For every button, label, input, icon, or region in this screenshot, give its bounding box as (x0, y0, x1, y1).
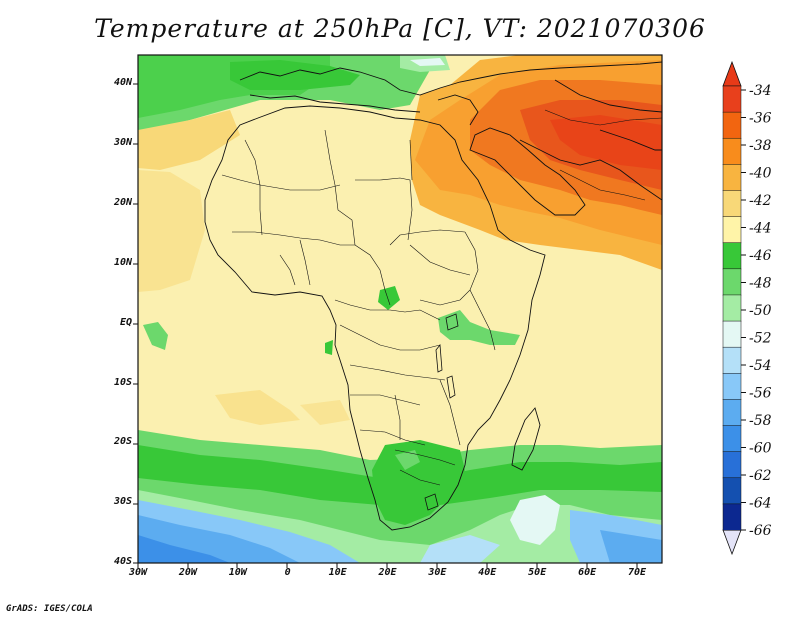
colorbar-label: -60 (749, 441, 772, 457)
x-tick-label: 30E (428, 567, 447, 578)
coastlines (204, 61, 662, 531)
colorbar: -34 -36 -38 -40 -42 -44 -46 -48 -50 -52 -54 -56 -58 -… (722, 60, 772, 556)
colorbar-label: -38 (749, 138, 772, 154)
colorbar-top-arrow (722, 60, 742, 87)
colorbar-swatch (722, 164, 742, 192)
x-tick-label: 10E (328, 567, 347, 578)
colorbar-label: -52 (749, 331, 772, 347)
x-tick-label: 20W (178, 567, 197, 578)
colorbar-swatch (722, 503, 742, 531)
colorbar-label: -42 (749, 193, 772, 209)
colorbar-swatch (722, 399, 742, 427)
colorbar-swatch (722, 346, 742, 374)
colorbar-label: -64 (749, 496, 772, 512)
x-tick-label: 30W (128, 567, 148, 578)
colorbar-swatch (722, 294, 742, 322)
country-borders (221, 109, 662, 486)
colorbar-label: -44 (749, 221, 772, 237)
y-tick-label: 20S (113, 436, 132, 448)
colorbar-swatch (722, 451, 742, 479)
y-tick-label: 20N (113, 196, 132, 208)
colorbar-label: -58 (749, 413, 772, 429)
colorbar-swatch (722, 85, 742, 113)
colorbar-label: -34 (749, 83, 772, 99)
y-tick-label: EQ (119, 316, 132, 328)
x-tick-label: 0 (284, 567, 291, 578)
colorbar-label: -50 (749, 303, 772, 319)
x-tick-label: 10W (228, 567, 247, 578)
y-tick-label: 10N (113, 256, 132, 268)
axis-ticks (133, 83, 638, 568)
x-tick-label: 40E (478, 567, 497, 578)
colorbar-swatch (722, 320, 742, 348)
y-tick-label: 40N (113, 77, 132, 88)
colorbar-label: -36 (749, 111, 772, 127)
lakes (424, 313, 459, 511)
y-tick-label: 30S (113, 496, 132, 508)
colorbar-label: -40 (749, 166, 772, 182)
y-tick-label: 30N (113, 136, 132, 148)
colorbar-swatch (722, 425, 742, 453)
x-tick-label: 20E (378, 567, 397, 578)
colorbar-swatch (722, 111, 742, 139)
x-tick-label: 70E (627, 567, 647, 578)
colorbar-swatch (722, 190, 742, 218)
colorbar-swatch (722, 268, 742, 296)
colorbar-label: -46 (749, 248, 772, 264)
colorbar-swatch (722, 242, 742, 270)
map-title: Temperature at 250hPa [C], VT: 202107030… (94, 14, 706, 43)
colorbar-label: -62 (749, 468, 772, 484)
map-frame (137, 54, 663, 564)
colorbar-label: -48 (749, 276, 772, 292)
colorbar-label: -66 (749, 523, 772, 539)
colorbar-label: -54 (749, 358, 772, 374)
temperature-field (138, 55, 662, 563)
colorbar-swatch (722, 477, 742, 505)
colorbar-label: -56 (749, 386, 772, 402)
colorbar-swatch (722, 216, 742, 244)
colorbar-swatch (722, 137, 742, 165)
y-tick-label: 40S (113, 556, 132, 568)
colorbar-swatch (722, 373, 742, 400)
x-tick-label: 60E (578, 567, 597, 578)
grads-credit: GrADS: IGES/COLA (6, 604, 93, 614)
y-tick-label: 10S (113, 376, 132, 388)
x-tick-label: 50E (528, 567, 547, 578)
colorbar-bottom-arrow (722, 529, 742, 556)
